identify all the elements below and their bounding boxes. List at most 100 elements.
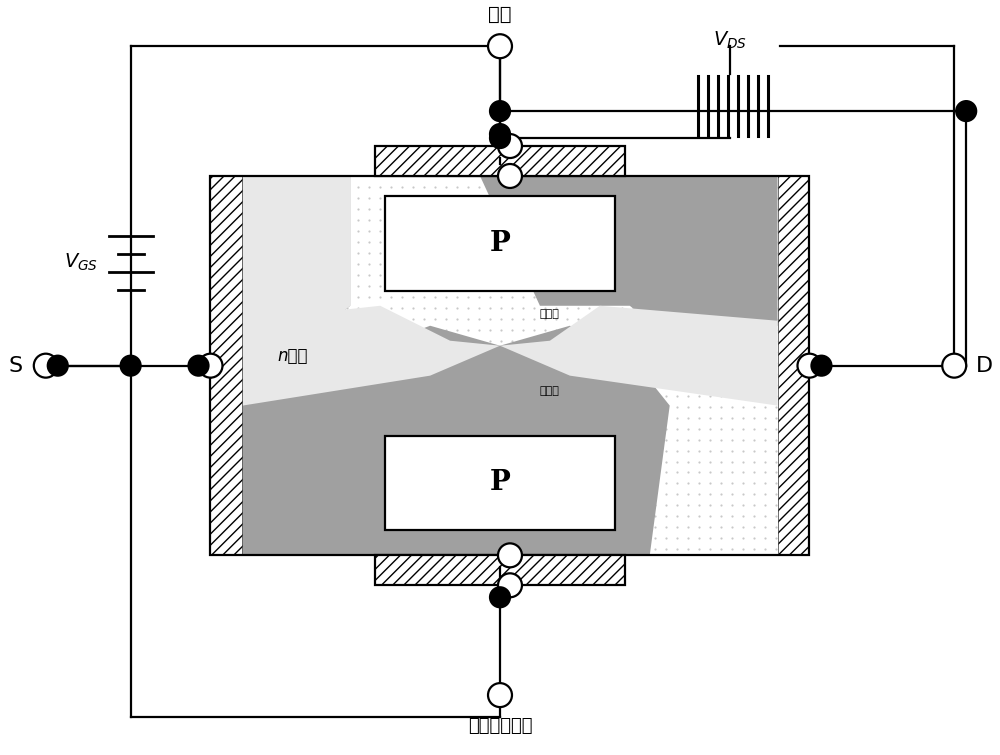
- Point: [559, 532, 575, 544]
- Point: [273, 192, 289, 204]
- Point: [702, 510, 718, 522]
- Point: [427, 203, 443, 215]
- Point: [350, 324, 366, 336]
- Point: [658, 532, 674, 544]
- Point: [350, 203, 366, 215]
- Point: [735, 423, 751, 435]
- Point: [262, 488, 278, 501]
- Bar: [375, 556, 625, 585]
- Point: [537, 467, 553, 479]
- Point: [746, 378, 762, 390]
- Point: [350, 269, 366, 281]
- Point: [746, 401, 762, 413]
- Point: [691, 445, 707, 457]
- Point: [548, 236, 564, 248]
- Point: [515, 181, 531, 193]
- Point: [559, 280, 575, 292]
- Point: [713, 488, 729, 501]
- Point: [273, 257, 289, 270]
- Point: [592, 346, 608, 358]
- Point: [680, 510, 696, 522]
- Point: [724, 467, 740, 479]
- Point: [757, 302, 773, 314]
- Point: [372, 499, 388, 511]
- Point: [361, 411, 377, 424]
- Point: [658, 302, 674, 314]
- Point: [416, 324, 432, 336]
- Bar: [385, 436, 615, 530]
- Point: [405, 302, 421, 314]
- Point: [526, 334, 542, 347]
- Point: [405, 181, 421, 193]
- Point: [438, 313, 454, 325]
- Polygon shape: [242, 306, 500, 405]
- Point: [680, 477, 696, 489]
- Point: [548, 214, 564, 226]
- Point: [438, 236, 454, 248]
- Point: [383, 401, 399, 413]
- Point: [328, 324, 344, 336]
- Point: [361, 532, 377, 544]
- Point: [383, 378, 399, 390]
- Point: [482, 346, 498, 358]
- Point: [768, 291, 784, 303]
- Point: [757, 522, 773, 534]
- Point: [603, 313, 619, 325]
- Point: [669, 269, 685, 281]
- Point: [328, 280, 344, 292]
- Point: [339, 433, 355, 445]
- Point: [262, 477, 278, 489]
- Point: [647, 423, 663, 435]
- Point: [273, 302, 289, 314]
- Point: [603, 401, 619, 413]
- Point: [713, 455, 729, 467]
- Point: [372, 280, 388, 292]
- Circle shape: [199, 353, 222, 378]
- Point: [559, 192, 575, 204]
- Point: [724, 225, 740, 237]
- Point: [504, 477, 520, 489]
- Bar: [210, 176, 242, 556]
- Point: [251, 269, 267, 281]
- Point: [537, 544, 553, 556]
- Point: [548, 488, 564, 501]
- Point: [680, 544, 696, 556]
- Circle shape: [811, 356, 831, 376]
- Point: [746, 225, 762, 237]
- Point: [295, 488, 311, 501]
- Point: [460, 499, 476, 511]
- Point: [625, 411, 641, 424]
- Point: [592, 313, 608, 325]
- Point: [372, 269, 388, 281]
- Point: [669, 324, 685, 336]
- Point: [669, 499, 685, 511]
- Point: [416, 455, 432, 467]
- Point: [482, 236, 498, 248]
- Point: [713, 257, 729, 270]
- Point: [658, 334, 674, 347]
- Point: [559, 445, 575, 457]
- Point: [614, 225, 630, 237]
- Point: [372, 433, 388, 445]
- Point: [394, 280, 410, 292]
- Point: [515, 291, 531, 303]
- Point: [537, 411, 553, 424]
- Point: [361, 423, 377, 435]
- Point: [724, 544, 740, 556]
- Point: [614, 356, 630, 368]
- Point: [339, 324, 355, 336]
- Point: [471, 324, 487, 336]
- Point: [603, 467, 619, 479]
- Point: [614, 423, 630, 435]
- Point: [669, 280, 685, 292]
- Point: [372, 488, 388, 501]
- Point: [471, 214, 487, 226]
- Point: [515, 390, 531, 402]
- Point: [482, 269, 498, 281]
- Point: [317, 247, 333, 259]
- Bar: [375, 146, 625, 176]
- Point: [262, 324, 278, 336]
- Point: [284, 499, 300, 511]
- Point: [405, 236, 421, 248]
- Point: [306, 455, 322, 467]
